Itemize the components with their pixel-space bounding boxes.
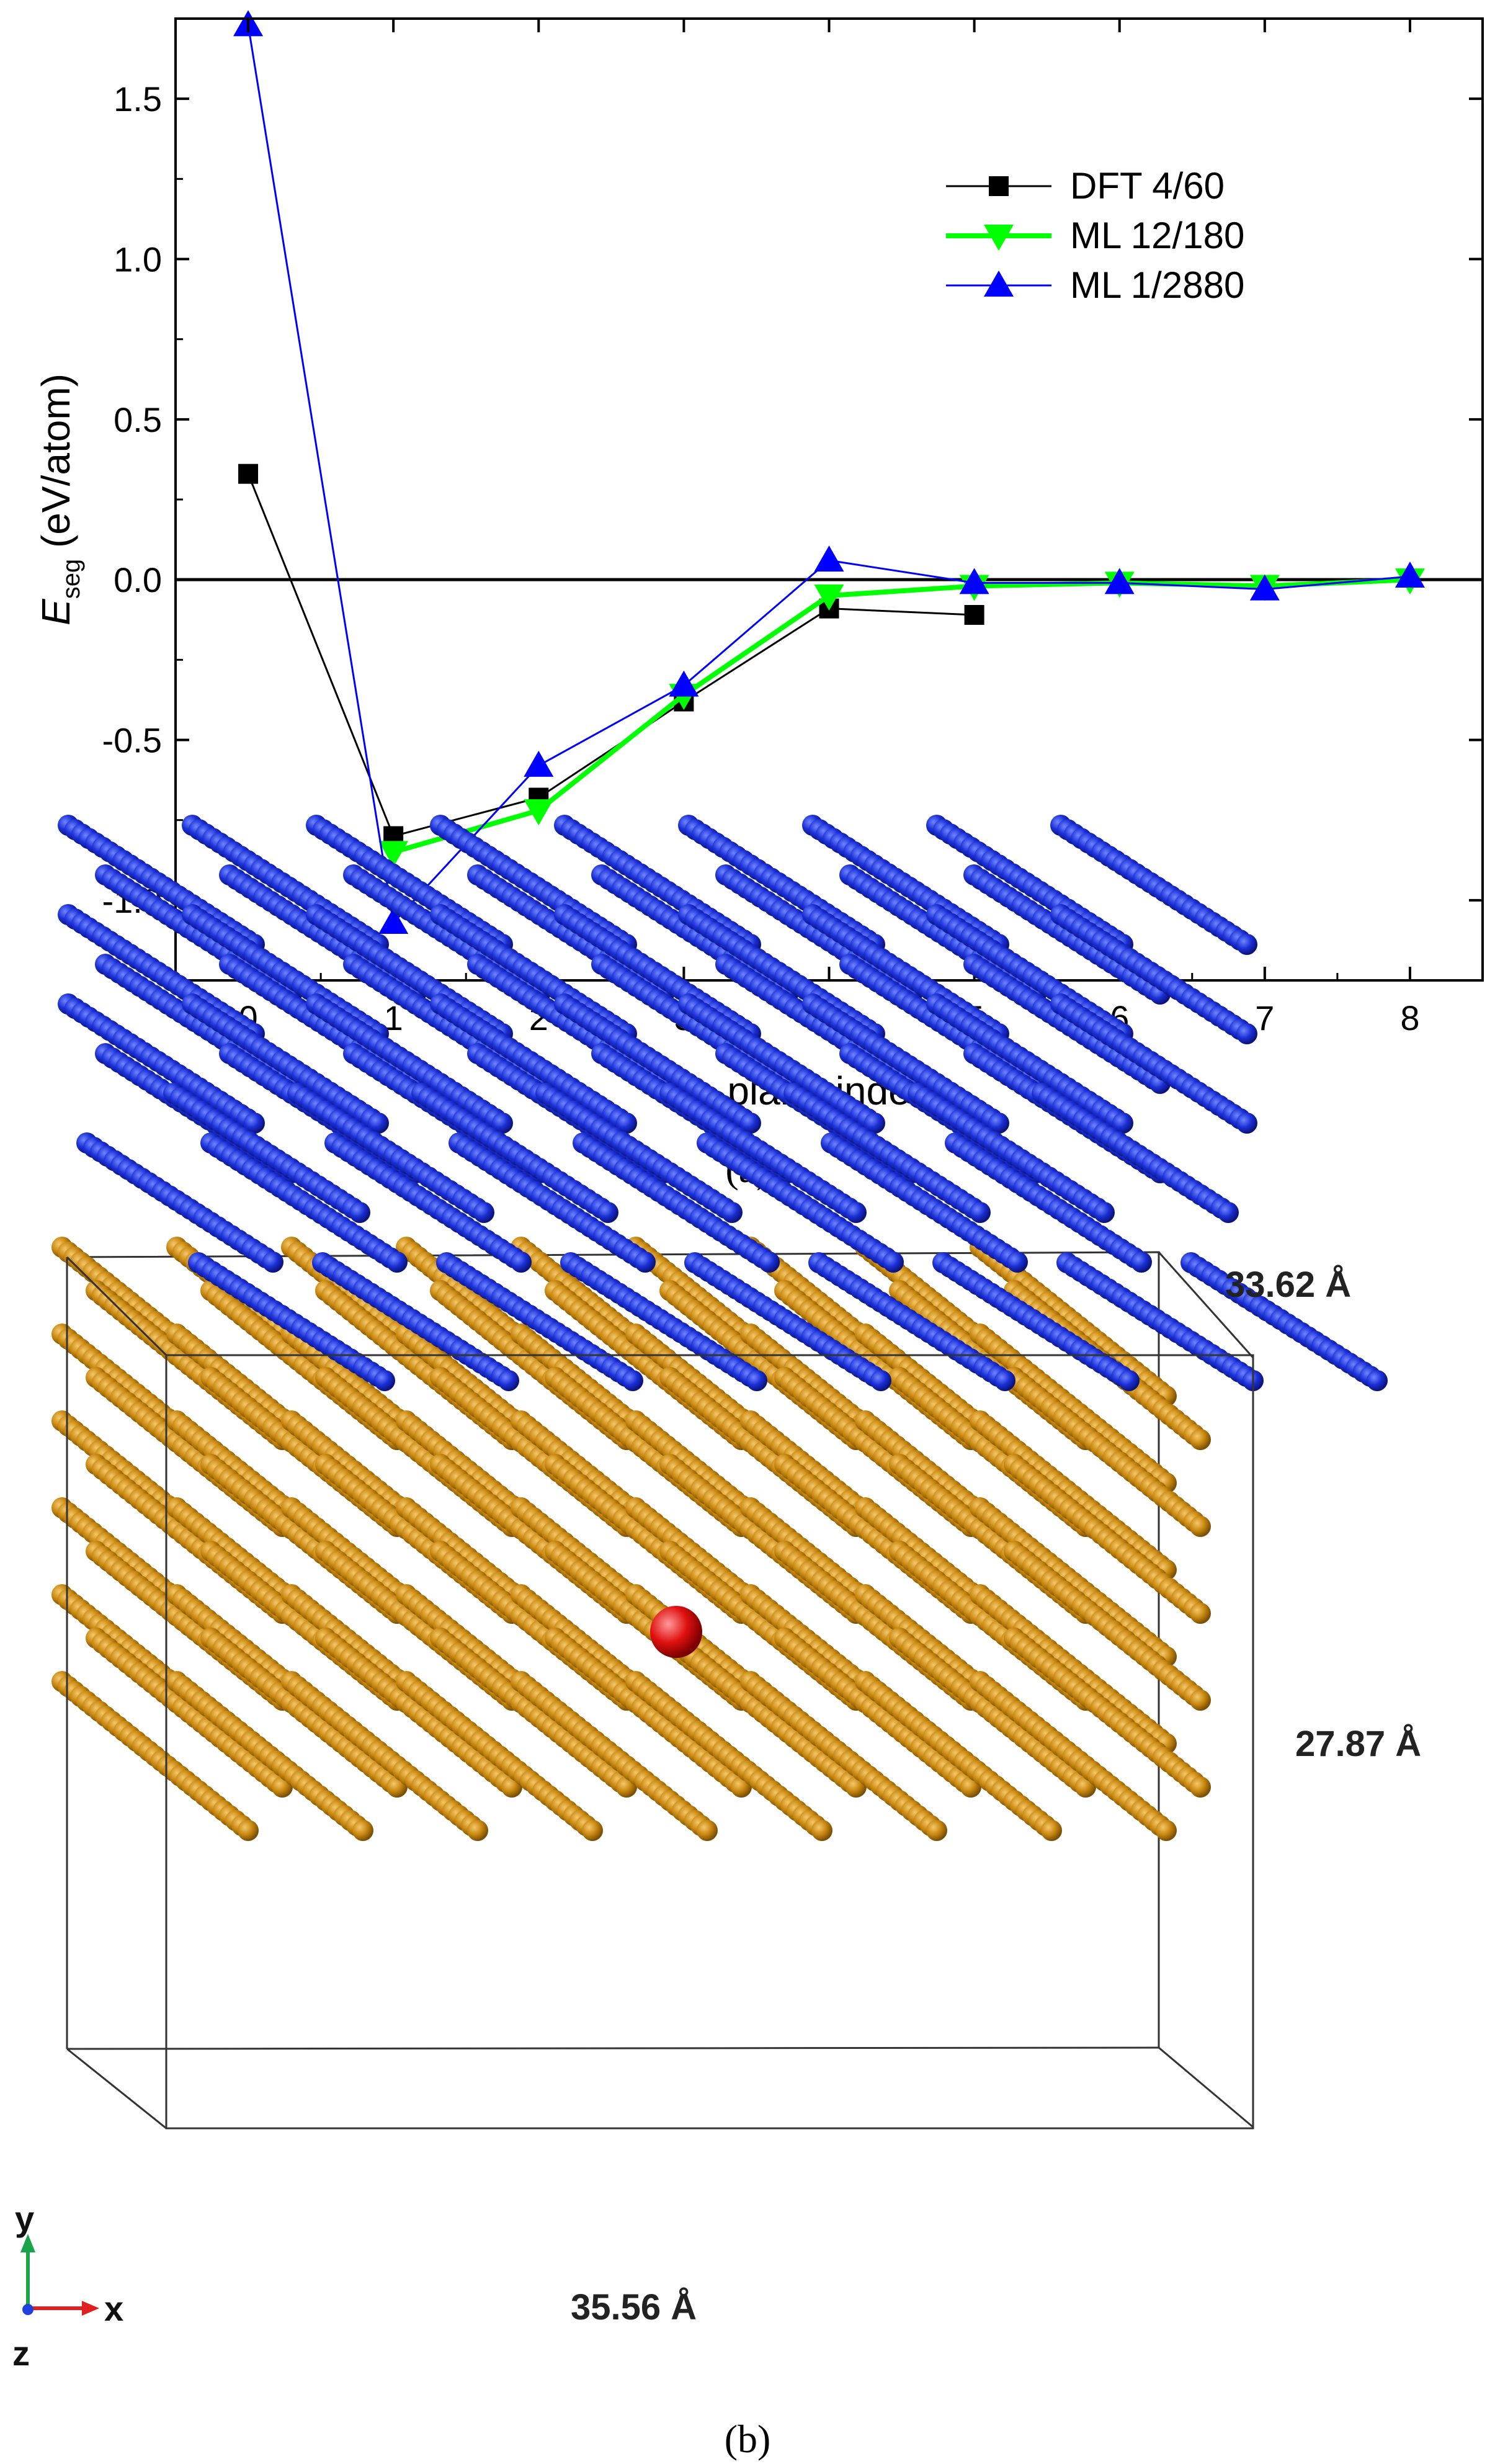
atom <box>1236 1113 1257 1134</box>
legend-swatch-marker <box>984 271 1014 297</box>
legend: DFT 4/60 ML 12/180 ML 1/2880 <box>946 165 1244 306</box>
y-axis-label-sub: seg <box>58 559 85 599</box>
atom <box>1190 1603 1211 1624</box>
legend-label: DFT 4/60 <box>1070 165 1225 207</box>
y-tick-label: 0.5 <box>114 400 162 439</box>
bottom-grain-atom-row <box>1004 1541 1211 1711</box>
atom <box>1041 1820 1062 1841</box>
legend-swatch-marker <box>984 225 1014 251</box>
atoms-layer <box>51 815 1388 1841</box>
series-3-point <box>524 750 554 777</box>
bottom-grain-atom-row <box>86 1628 293 1798</box>
bottom-grain-atom-row <box>855 1671 1062 1841</box>
series-1-line <box>247 473 975 837</box>
atom <box>811 1820 832 1841</box>
series-3-point <box>669 670 699 697</box>
bottom-grain-atom-row <box>396 1671 603 1841</box>
x-tick-label: 7 <box>1255 998 1274 1037</box>
atom <box>1190 1429 1211 1450</box>
series-layer <box>233 10 1425 934</box>
series-3-point <box>814 545 844 572</box>
bottom-grain-atom-row <box>740 1671 947 1841</box>
atom <box>597 1202 618 1223</box>
atom <box>1236 934 1257 955</box>
y-tick-label: -0.5 <box>102 721 163 760</box>
bottom-grain-atom-row <box>970 1671 1177 1841</box>
series-1-point <box>964 605 984 625</box>
top-grain-atom-row <box>306 815 513 955</box>
bottom-grain-atom-row <box>166 1671 373 1841</box>
atom <box>1190 1776 1211 1798</box>
atom <box>467 1820 488 1841</box>
bottom-grain-atom-row <box>281 1671 488 1841</box>
atom <box>349 1202 370 1223</box>
series-1-point <box>238 464 259 484</box>
legend-entry-1: DFT 4/60 <box>946 165 1225 207</box>
atom <box>846 1202 867 1223</box>
legend-entry-3: ML 1/2880 <box>946 264 1244 306</box>
atom <box>721 1202 743 1223</box>
series-3-point <box>1395 562 1425 588</box>
y-tick-label: 0.0 <box>114 560 162 599</box>
bottom-grain-atom-row <box>51 1671 259 1841</box>
series-3 <box>233 10 1425 934</box>
series-3-point <box>378 908 409 934</box>
atom <box>238 1820 259 1841</box>
series-3-point <box>959 568 989 594</box>
y-axis-label-main: E <box>33 598 78 625</box>
bottom-grain-atom-row <box>511 1671 718 1841</box>
series-2-line <box>393 577 1411 855</box>
y-tick-label: 1.5 <box>114 79 162 119</box>
series-3-line <box>247 25 1411 924</box>
bottom-grain-atom-row <box>1004 1454 1211 1624</box>
atom <box>1190 1516 1211 1537</box>
y-axis-label-rest: (eV/atom) <box>33 374 78 559</box>
atom <box>697 1820 718 1841</box>
legend-label: ML 12/180 <box>1070 215 1244 256</box>
y-axis-label: Eseg (eV/atom) <box>33 374 85 625</box>
series-2-point <box>524 799 554 826</box>
atom <box>1190 1690 1211 1711</box>
atom <box>1156 1820 1177 1841</box>
x-tick-label: 8 <box>1400 998 1419 1037</box>
atom <box>970 1202 991 1223</box>
series-3-point <box>1249 574 1280 601</box>
y-tick-label: 1.0 <box>114 240 162 279</box>
bottom-grain-atom-row <box>1004 1628 1211 1798</box>
atom <box>926 1820 947 1841</box>
series-3-point <box>1104 568 1135 594</box>
series-2 <box>378 568 1425 867</box>
series-2-point <box>378 841 409 867</box>
atom <box>1236 1023 1257 1044</box>
top-grain-atom-row <box>1050 815 1257 955</box>
atom <box>473 1202 494 1223</box>
series-2-point <box>814 585 844 611</box>
atomic-structure-view: 33.62 Å 27.87 Å 35.56 Å y x z <box>12 815 1421 2373</box>
atom <box>582 1820 603 1841</box>
legend-label: ML 1/2880 <box>1070 264 1244 306</box>
atom <box>352 1820 373 1841</box>
bottom-grain-atom-row <box>625 1671 832 1841</box>
bottom-grain-atom-row <box>774 1628 981 1798</box>
atom <box>1094 1202 1115 1223</box>
legend-entry-2: ML 12/180 <box>946 215 1244 256</box>
legend-swatch-marker <box>989 176 1009 196</box>
bottom-grain-atom-row <box>1004 1367 1211 1537</box>
